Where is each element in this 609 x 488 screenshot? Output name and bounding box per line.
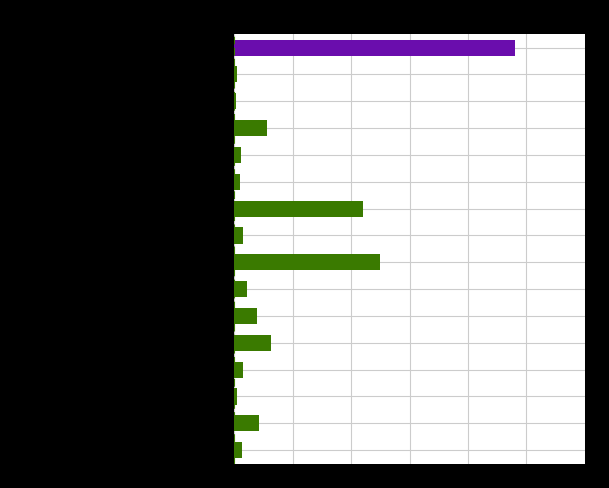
Bar	[234, 308, 256, 324]
Bar	[234, 40, 515, 56]
Bar	[234, 120, 267, 136]
Bar	[234, 201, 363, 217]
Bar	[234, 66, 238, 82]
Bar	[234, 335, 270, 351]
Bar	[234, 281, 247, 297]
Bar	[234, 415, 259, 431]
Bar	[234, 442, 242, 458]
Bar	[234, 362, 243, 378]
Bar	[234, 254, 381, 270]
Bar	[234, 93, 236, 109]
Bar	[234, 388, 237, 405]
Bar	[234, 174, 241, 190]
Bar	[234, 147, 241, 163]
Bar	[234, 227, 243, 244]
